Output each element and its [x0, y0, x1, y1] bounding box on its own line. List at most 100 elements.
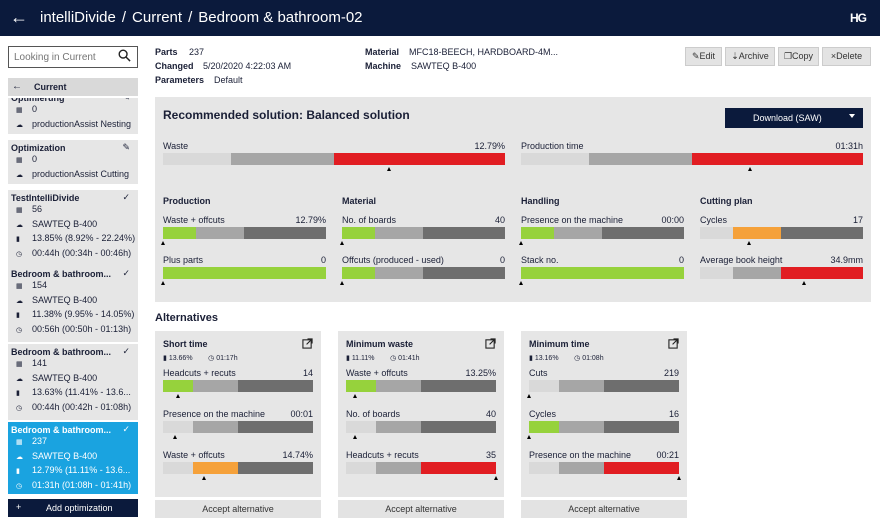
card-row: ▦ 141 — [16, 358, 47, 369]
parameters-value: Default — [214, 75, 243, 85]
optimization-card[interactable]: Bedroom & bathroom... ✓ ▦ 154 ☁ SAWTEQ B-400 ▮… — [8, 266, 138, 342]
marker-icon — [748, 167, 753, 171]
marker-icon — [527, 394, 531, 398]
metric-label: Offcuts (produced - used) — [342, 255, 444, 265]
marker-icon — [677, 476, 681, 480]
bar-segment — [521, 227, 554, 239]
card-row: ▮ 13.63% (11.41% - 13.6... — [16, 387, 131, 398]
metric-value: 12.79% — [295, 215, 326, 225]
open-external-icon[interactable] — [302, 338, 313, 349]
card-row: ☁ SAWTEQ B-400 — [16, 451, 97, 462]
alternative-waste: 11.11% — [351, 355, 375, 362]
metric-label: Presence on the machine — [163, 409, 266, 419]
archive-button[interactable]: ⇣Archive — [725, 47, 775, 66]
search-input[interactable] — [9, 47, 109, 68]
metric-label: No. of boards — [346, 409, 401, 419]
folder-back-icon[interactable]: ← — [12, 81, 22, 92]
card-title: Optimierung — [11, 98, 65, 103]
bar-segment — [346, 462, 376, 474]
marker-icon — [494, 476, 498, 480]
alternative-card: Short time ▮ 13.66% ◷ 01:17h Headcuts + re… — [155, 331, 321, 497]
bar-segment — [604, 421, 679, 433]
crumb-optimization: Bedroom & bathroom-02 — [198, 9, 363, 26]
grid-icon: ▦ — [16, 439, 23, 446]
optimization-card[interactable]: Optimierung✎▦0☁productionAssist Nesting — [8, 98, 138, 134]
section-metric: No. of boards 40 — [340, 215, 505, 245]
card-row: ▦ 237 — [16, 436, 47, 447]
changed-field: Changed 5/20/2020 4:22:03 AM — [155, 61, 291, 71]
optimization-card[interactable]: Bedroom & bathroom... ✓ ▦ 141 ☁ SAWTEQ B-400 ▮… — [8, 344, 138, 420]
metric-bar — [163, 421, 313, 433]
metric-label: Waste + offcuts — [163, 215, 225, 225]
parts-field: Parts 237 — [155, 47, 204, 57]
metric-bar — [163, 267, 326, 279]
accept-alternative-button[interactable]: Accept alternative — [155, 500, 321, 518]
download-button[interactable]: Download (SAW) — [725, 108, 863, 128]
metric-value: 00:00 — [661, 215, 684, 225]
bar-segment — [602, 227, 684, 239]
metric-bar — [342, 227, 505, 239]
search-icon[interactable] — [118, 49, 131, 62]
card-row-text: SAWTEQ B-400 — [32, 294, 98, 305]
edit-button[interactable]: ✎Edit — [685, 47, 722, 66]
metric-value: 14.74% — [282, 450, 313, 460]
card-row: ◷ 00:56h (00:50h - 01:13h) — [16, 324, 131, 335]
card-title: Bedroom & bathroom... — [11, 269, 111, 279]
metric-label: Waste + offcuts — [163, 450, 225, 460]
accept-alternative-button[interactable]: Accept alternative — [521, 500, 687, 518]
open-external-icon[interactable] — [485, 338, 496, 349]
metric-label: Cycles — [529, 409, 557, 419]
marker-icon — [161, 281, 165, 285]
marker-icon — [519, 241, 523, 245]
alternative-summary: ▮ 11.11% ◷ 01:41h — [346, 354, 420, 362]
delete-button[interactable]: ×Delete — [822, 47, 871, 66]
marker-icon — [176, 394, 180, 398]
metric-label: Waste — [163, 141, 189, 151]
crumb-app[interactable]: intelliDivide — [40, 9, 116, 26]
bar-segment — [559, 462, 604, 474]
material-field: Material MFC18-BEECH, HARDBOARD-4M... — [365, 47, 558, 57]
add-optimization-button[interactable]: + Add optimization — [8, 499, 138, 517]
crumb-current[interactable]: Current — [132, 9, 183, 26]
bar-segment — [244, 227, 326, 239]
marker-icon — [201, 476, 206, 480]
current-folder-label: Current — [34, 82, 67, 92]
bar-segment — [163, 462, 193, 474]
bar-segment — [691, 153, 863, 165]
card-row: ☁ SAWTEQ B-400 — [16, 373, 97, 384]
optimization-card[interactable]: TestIntelliDivide ✓ ▦ 56 ☁ SAWTEQ B-400 ▮ 13.85… — [8, 190, 138, 266]
card-row-text: productionAssist Cutting — [32, 168, 130, 179]
changed-label: Changed — [155, 61, 194, 71]
copy-button[interactable]: ❐Copy — [778, 47, 819, 66]
chevron-down-icon[interactable] — [849, 114, 855, 118]
metric-bar — [163, 380, 313, 392]
search-box[interactable] — [8, 46, 138, 68]
bar-segment — [163, 267, 326, 279]
bar-segment — [700, 227, 733, 239]
bar-segment — [374, 267, 424, 279]
marker-icon — [746, 241, 751, 245]
section-metric: Offcuts (produced - used) 0 — [340, 255, 505, 285]
edit-icon: ✎ — [691, 51, 700, 61]
optimization-card[interactable]: Bedroom & bathroom... ✓ ▦ 237 ☁ SAWTEQ B-400 ▮… — [8, 422, 138, 494]
bar-segment — [529, 462, 559, 474]
marker-icon — [802, 281, 807, 285]
card-title: Bedroom & bathroom... — [11, 347, 111, 357]
metric-bar — [163, 462, 313, 474]
bar-segment — [238, 421, 313, 433]
metric-label: Cycles — [700, 215, 728, 225]
card-row: ▦ 0 — [16, 154, 37, 165]
edit-label: Edit — [699, 51, 716, 61]
open-external-icon[interactable] — [668, 338, 679, 349]
pencil-icon[interactable]: ✎ — [122, 98, 130, 103]
section-metric: Waste + offcuts 12.79% — [161, 215, 326, 245]
optimization-card[interactable]: Optimization ✎ ▦ 0 ☁ productionAssist Cutting — [8, 140, 138, 184]
plus-icon: + — [16, 502, 22, 512]
accept-alternative-button[interactable]: Accept alternative — [338, 500, 504, 518]
current-folder-header[interactable]: ← Current — [8, 78, 138, 96]
card-row-text: 11.38% (9.95% - 14.05%) — [32, 309, 135, 319]
bar-segment — [553, 227, 603, 239]
back-arrow-icon[interactable]: ← — [10, 7, 28, 27]
bar-segment — [346, 380, 376, 392]
pencil-icon[interactable]: ✎ — [122, 142, 130, 152]
